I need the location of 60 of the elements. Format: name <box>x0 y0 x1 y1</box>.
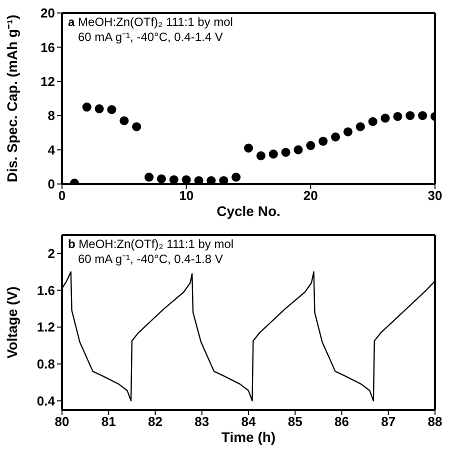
point <box>94 104 104 114</box>
x-tick-label: 81 <box>101 414 116 430</box>
point <box>306 141 316 150</box>
x-tick-label: 10 <box>179 188 194 204</box>
point <box>120 116 129 126</box>
point <box>331 132 340 142</box>
y-tick-label: 12 <box>40 74 55 90</box>
point <box>244 144 254 153</box>
x-tick-label: 30 <box>428 188 442 204</box>
y-tick-label: 16 <box>40 40 55 55</box>
x-tick-label: 80 <box>54 414 70 430</box>
point <box>82 102 92 112</box>
point <box>219 176 228 184</box>
y-tick-label: 2 <box>48 246 55 262</box>
point <box>281 148 290 157</box>
y-tick-label: 0 <box>48 176 55 192</box>
point <box>144 172 154 182</box>
x-tick-label: 0 <box>58 188 66 204</box>
y-tick-label: 4 <box>48 142 56 158</box>
x-tick-label: 20 <box>303 188 318 204</box>
point <box>318 136 328 146</box>
y-axis-title: Voltage (V) <box>4 286 20 359</box>
point <box>107 105 116 114</box>
point <box>194 176 204 184</box>
point <box>256 151 266 160</box>
point <box>356 122 365 132</box>
point <box>418 111 428 120</box>
x-tick-label: 82 <box>148 414 162 430</box>
x-tick-label: 87 <box>381 414 396 430</box>
x-axis-title: Cycle No. <box>216 203 280 219</box>
y-tick-label: 1.6 <box>36 282 55 298</box>
annotation: b MeOH:Zn(OTf)₂ 111:1 by mol <box>68 237 234 252</box>
x-tick-label: 83 <box>194 414 210 430</box>
point <box>294 145 303 154</box>
annotation: a MeOH:Zn(OTf)₂ 111:1 by mol <box>68 15 233 30</box>
y-tick-label: 0.4 <box>36 393 56 408</box>
annotation: 60 mA g⁻¹, -40°C, 0.4-1.8 V <box>77 252 224 267</box>
y-axis-title: Dis. Spec. Cap. (mAh g⁻¹) <box>4 14 20 182</box>
x-tick-label: 86 <box>334 414 349 430</box>
y-tick-label: 0.8 <box>36 356 55 372</box>
annotation: 60 mA g⁻¹, -40°C, 0.4-1.4 V <box>77 30 224 45</box>
point <box>268 150 278 159</box>
point <box>132 122 142 132</box>
point <box>343 127 352 136</box>
point <box>156 174 166 184</box>
x-axis-title: Time (h) <box>221 429 276 445</box>
x-tick-label: 85 <box>288 414 302 430</box>
point <box>232 172 241 182</box>
point <box>406 111 415 120</box>
point <box>380 114 390 123</box>
point <box>182 175 191 184</box>
point <box>206 176 216 184</box>
y-tick-label: 1.2 <box>36 320 55 335</box>
point <box>169 175 178 184</box>
y-tick-label: 8 <box>48 108 55 124</box>
x-tick-label: 88 <box>428 414 442 430</box>
x-tick-label: 84 <box>241 414 256 430</box>
point <box>368 117 378 126</box>
y-tick-label: 20 <box>40 6 55 21</box>
point <box>393 112 402 121</box>
